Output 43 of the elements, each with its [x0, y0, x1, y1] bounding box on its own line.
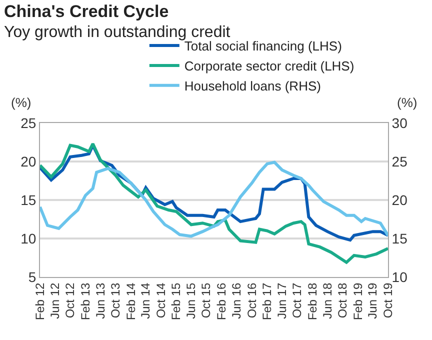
line-series [40, 160, 388, 238]
y-tick-label: 25 [20, 114, 36, 131]
x-tick-label: Jun 13 [93, 282, 108, 319]
x-tick-label: Feb 15 [169, 282, 184, 320]
y2-tick-label: 25 [392, 153, 408, 170]
y2-axis-title: (%) [397, 95, 418, 110]
chart-subtitle: Yoy growth in outstanding credit [4, 24, 231, 41]
y-tick-label: 15 [20, 192, 36, 208]
line-series [40, 142, 388, 264]
x-tick-label: Feb 16 [214, 282, 229, 320]
y-tick-label: 20 [20, 153, 36, 170]
x-tick-label: Jun 19 [366, 282, 380, 319]
x-tick-label: Jun 17 [274, 282, 289, 319]
legend-label: Corporate sector credit (LHS) [184, 58, 354, 74]
y-tick-label: 5 [28, 268, 36, 285]
x-tick-label: Feb 17 [260, 282, 274, 320]
legend-label: Household loans (RHS) [184, 78, 321, 94]
x-tick-label: Oct 12 [63, 282, 78, 318]
x-tick-label: Jun 14 [138, 282, 153, 319]
x-tick-label: Feb 13 [78, 282, 92, 320]
x-tick-label: Oct 17 [290, 282, 304, 318]
x-tick-label: Oct 13 [108, 282, 122, 318]
x-tick-label: Oct 19 [380, 282, 395, 318]
x-tick-label: Feb 19 [350, 282, 365, 320]
legend-label: Total social financing (LHS) [184, 38, 342, 54]
y2-tick-label: 30 [392, 114, 408, 131]
x-tick-label: Oct 15 [199, 282, 214, 318]
x-tick-label: Jun 15 [184, 282, 198, 319]
x-tick-label: Oct 18 [336, 282, 350, 318]
x-tick-label: Oct 16 [244, 282, 259, 318]
x-tick-label: Jun 18 [320, 282, 334, 319]
y2-tick-label: 15 [392, 230, 408, 246]
y2-tick-label: 10 [392, 268, 408, 285]
y-tick-label: 10 [20, 230, 36, 246]
x-tick-label: Feb 18 [305, 282, 320, 320]
chart-title: China's Credit Cycle [4, 2, 169, 21]
x-tick-label: Feb 12 [32, 282, 47, 320]
x-tick-label: Jun 16 [230, 282, 244, 319]
x-tick-label: Oct 14 [154, 282, 168, 318]
x-tick-label: Feb 14 [124, 282, 138, 320]
y2-tick-label: 20 [392, 192, 408, 208]
y-axis-title: (%) [11, 95, 32, 110]
x-tick-label: Jun 12 [48, 282, 62, 319]
